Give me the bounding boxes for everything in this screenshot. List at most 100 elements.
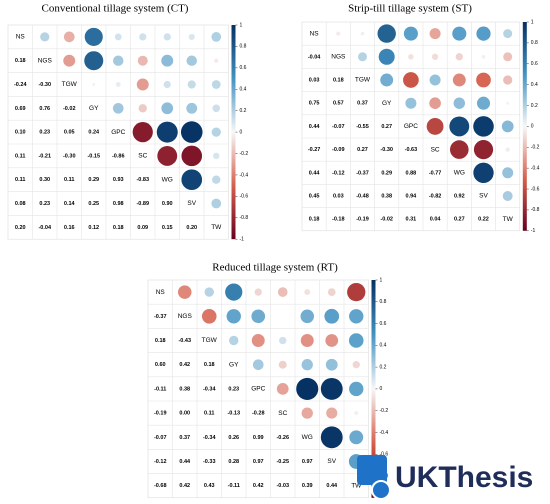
value-label: -0.13 bbox=[227, 411, 240, 417]
corr-circle bbox=[349, 381, 364, 397]
corr-circle bbox=[63, 54, 76, 67]
colorbar bbox=[522, 22, 527, 231]
variable-label: GPC bbox=[404, 123, 418, 130]
value-label: 0.12 bbox=[88, 225, 99, 231]
corr-circle bbox=[452, 26, 467, 41]
corr-circle bbox=[300, 334, 314, 347]
corr-circle bbox=[279, 336, 287, 345]
corr-circle bbox=[229, 335, 239, 346]
value-label: 0.31 bbox=[406, 217, 417, 223]
value-label: -0.83 bbox=[136, 177, 149, 183]
value-label: 0.44 bbox=[326, 483, 338, 489]
variable-label: SV bbox=[187, 200, 196, 207]
colorbar-tick-label: 0.6 bbox=[240, 65, 247, 71]
value-label: -0.33 bbox=[203, 459, 216, 465]
corr-circle bbox=[377, 24, 396, 43]
value-label: 0.14 bbox=[64, 201, 76, 207]
colorbar bbox=[371, 280, 376, 498]
corr-circle bbox=[452, 73, 466, 87]
colorbar-tick-label: 0.4 bbox=[380, 343, 387, 349]
value-label: 0.11 bbox=[204, 411, 214, 417]
value-label: 0.39 bbox=[302, 483, 313, 489]
value-label: -0.68 bbox=[154, 483, 167, 489]
corr-circle bbox=[251, 334, 265, 347]
variable-label: TW bbox=[503, 216, 514, 223]
corr-circle bbox=[476, 72, 491, 88]
corr-circle bbox=[139, 33, 147, 41]
colorbar-tick-label: 0 bbox=[240, 129, 243, 135]
corr-circle bbox=[211, 127, 221, 137]
corr-circle bbox=[405, 97, 417, 109]
colorbar-tick-label: -0.4 bbox=[380, 430, 389, 436]
value-label: -0.15 bbox=[87, 153, 100, 159]
corr-circle bbox=[204, 287, 214, 297]
corr-circle bbox=[360, 31, 365, 36]
corr-circle bbox=[403, 26, 418, 41]
value-label: -0.02 bbox=[63, 106, 76, 112]
variable-label: SC bbox=[431, 146, 440, 153]
value-label: 0.97 bbox=[253, 459, 264, 465]
corr-circle bbox=[252, 359, 264, 371]
value-label: 0.90 bbox=[162, 201, 173, 207]
corr-circle bbox=[349, 430, 364, 445]
value-label: -0.07 bbox=[154, 435, 167, 441]
colorbar-tick-label: -1 bbox=[531, 228, 536, 234]
corr-circle bbox=[505, 147, 510, 152]
logo-globe bbox=[371, 480, 391, 500]
colorbar-tick-label: -0.4 bbox=[531, 165, 540, 171]
value-label: -0.21 bbox=[38, 153, 51, 159]
value-label: 0.04 bbox=[430, 217, 442, 223]
value-label: -0.34 bbox=[203, 386, 216, 392]
variable-label: TGW bbox=[355, 77, 371, 84]
corr-circle bbox=[214, 58, 219, 63]
corr-circle bbox=[211, 80, 221, 89]
colorbar-tick-label: 1 bbox=[531, 19, 534, 25]
value-label: -0.18 bbox=[332, 217, 345, 223]
value-label: 0.29 bbox=[88, 177, 99, 183]
value-label: 0.03 bbox=[309, 77, 320, 83]
colorbar-tick-label: 0.4 bbox=[531, 82, 538, 88]
value-label: 0.99 bbox=[253, 435, 264, 441]
colorbar-tick-label: 1 bbox=[240, 22, 243, 28]
variable-label: TW bbox=[211, 224, 222, 231]
variable-label: NGS bbox=[38, 57, 53, 64]
value-label: -0.89 bbox=[136, 201, 149, 207]
corr-circle bbox=[254, 288, 262, 296]
variable-label: SC bbox=[278, 410, 287, 417]
value-label: 0.05 bbox=[64, 130, 75, 136]
value-label: -0.30 bbox=[380, 147, 393, 153]
value-label: 0.94 bbox=[406, 193, 418, 199]
variable-label: WG bbox=[162, 176, 173, 183]
colorbar-tick-label: -0.2 bbox=[380, 408, 389, 414]
corr-circle bbox=[429, 97, 441, 110]
corr-circle bbox=[92, 82, 96, 87]
colorbar-tick-label: -0.4 bbox=[240, 172, 249, 178]
corr-circle bbox=[473, 140, 494, 160]
corr-circle bbox=[84, 27, 103, 46]
corr-circle bbox=[325, 358, 338, 371]
corr-circle bbox=[476, 96, 491, 110]
value-label: 0.18 bbox=[155, 338, 166, 344]
value-label: 0.37 bbox=[357, 101, 368, 107]
value-label: -0.55 bbox=[356, 124, 369, 130]
chart-title: Conventional tillage system (CT) bbox=[42, 3, 189, 15]
corr-circle bbox=[473, 162, 494, 183]
corr-circle bbox=[503, 75, 513, 85]
value-label: 0.18 bbox=[309, 217, 320, 223]
variable-label: SV bbox=[479, 193, 488, 200]
value-label: -0.12 bbox=[332, 170, 345, 176]
colorbar-tick-label: -1 bbox=[240, 237, 245, 243]
value-label: -0.19 bbox=[356, 217, 369, 223]
colorbar-tick-label: -0.8 bbox=[531, 207, 540, 213]
value-label: 0.23 bbox=[39, 201, 50, 207]
corr-circle bbox=[211, 198, 222, 209]
corr-circle bbox=[320, 426, 343, 449]
colorbar-tick-label: 0.6 bbox=[531, 61, 538, 67]
value-label: 0.24 bbox=[88, 130, 100, 136]
variable-label: GY bbox=[229, 361, 239, 368]
variable-label: GY bbox=[89, 105, 99, 112]
corr-circle bbox=[161, 54, 174, 67]
colorbar-tick-label: -0.8 bbox=[240, 215, 249, 221]
value-label: -0.03 bbox=[276, 483, 289, 489]
